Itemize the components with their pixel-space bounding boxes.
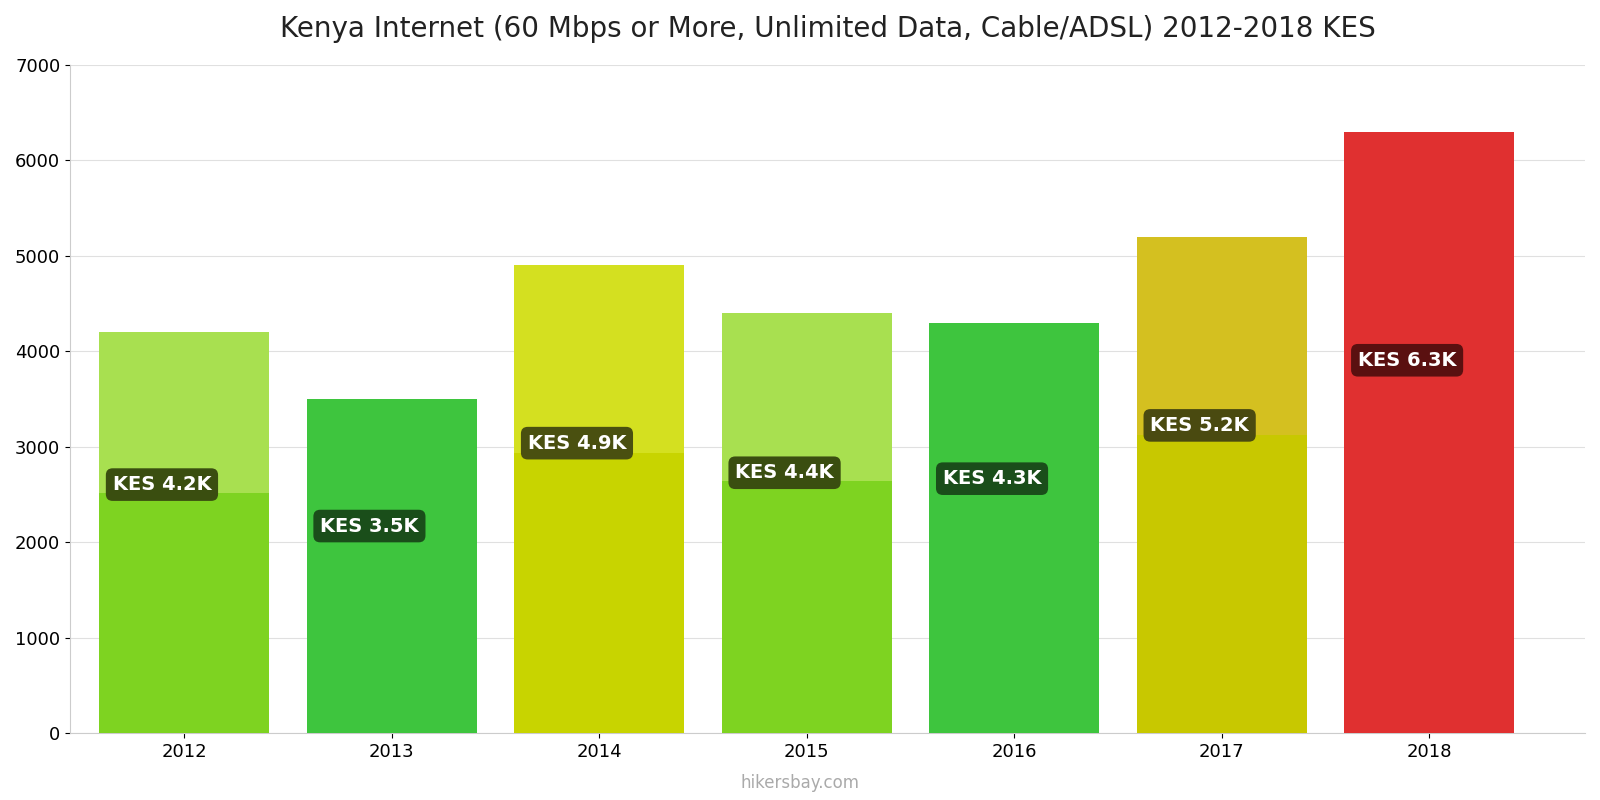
Text: KES 4.2K: KES 4.2K xyxy=(112,475,211,494)
Text: KES 6.3K: KES 6.3K xyxy=(1358,350,1456,370)
Bar xyxy=(1136,237,1307,435)
Text: KES 3.5K: KES 3.5K xyxy=(320,517,419,535)
Bar xyxy=(514,266,685,453)
Text: KES 4.4K: KES 4.4K xyxy=(736,463,834,482)
Text: KES 4.9K: KES 4.9K xyxy=(528,434,626,453)
Bar xyxy=(1344,372,1515,734)
Bar xyxy=(1136,435,1307,734)
Bar xyxy=(722,313,891,481)
Bar xyxy=(722,481,891,734)
Text: hikersbay.com: hikersbay.com xyxy=(741,774,859,792)
Bar xyxy=(99,493,269,734)
Bar xyxy=(307,399,477,533)
Bar xyxy=(930,322,1099,487)
Bar xyxy=(307,533,477,734)
Text: KES 4.3K: KES 4.3K xyxy=(942,469,1042,488)
Text: KES 5.2K: KES 5.2K xyxy=(1150,416,1250,435)
Title: Kenya Internet (60 Mbps or More, Unlimited Data, Cable/ADSL) 2012-2018 KES: Kenya Internet (60 Mbps or More, Unlimit… xyxy=(280,15,1376,43)
Bar xyxy=(930,487,1099,734)
Bar xyxy=(99,332,269,493)
Bar xyxy=(514,453,685,734)
Bar xyxy=(1344,132,1515,372)
